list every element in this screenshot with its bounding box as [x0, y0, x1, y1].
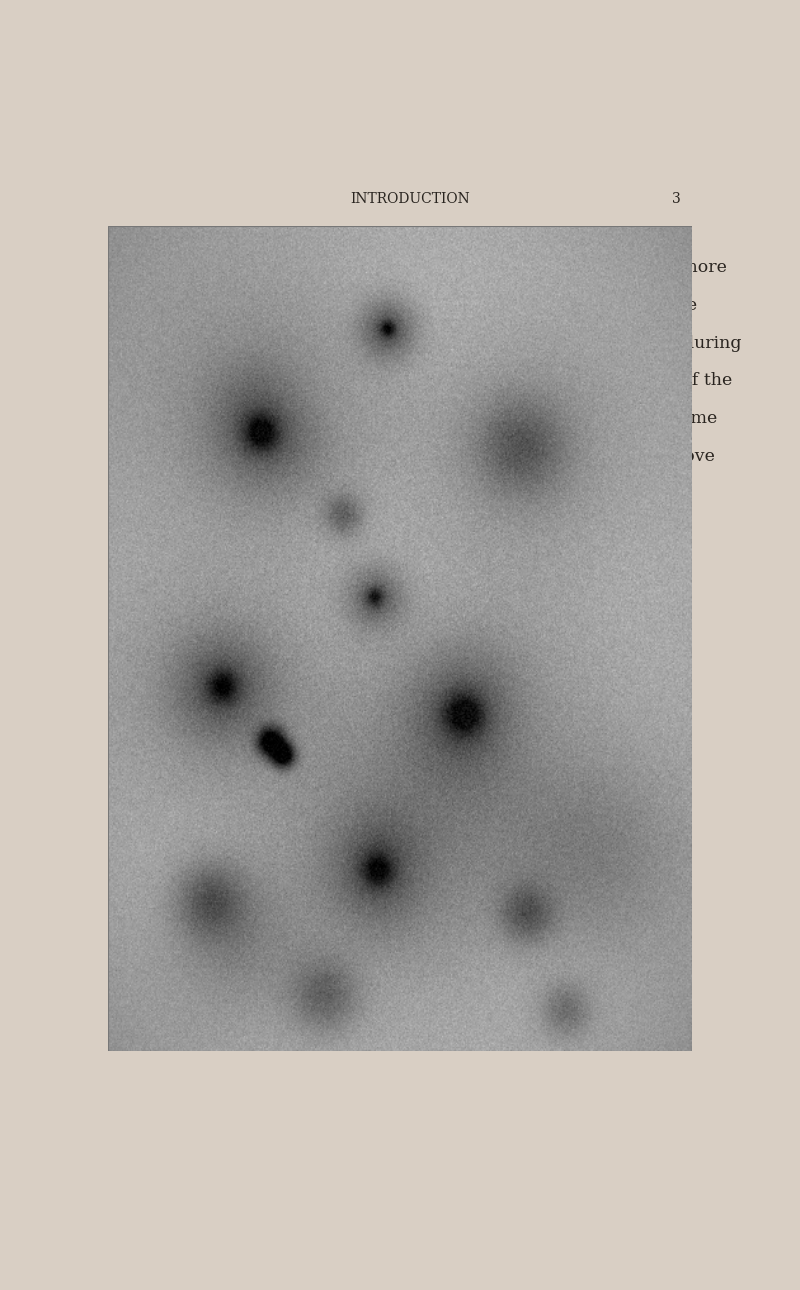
Text: then forms to which each centromere becomes attached and during: then forms to which each centromere beco…	[142, 334, 742, 352]
Text: FIG. 2.—Mitotic figure and blastoid cells in a leucocyte culture.: FIG. 2.—Mitotic figure and blastoid cell…	[165, 995, 655, 1007]
Text: separate completely to form daughter chromosomes which move: separate completely to form daughter chr…	[142, 448, 715, 464]
Bar	[108, 226, 692, 1051]
Text: prophase progresses, the chromosomes become shorter and more: prophase progresses, the chromosomes bec…	[142, 259, 727, 276]
Text: 3: 3	[672, 192, 681, 206]
Text: cell.  At anaphase the two sister chromatids of each chromosome: cell. At anaphase the two sister chromat…	[142, 410, 718, 427]
Text: INTRODUCTION: INTRODUCTION	[350, 192, 470, 206]
Text: metaphase the chromosomes line up on the equatorial plane of the: metaphase the chromosomes line up on the…	[142, 373, 733, 390]
Text: compact and finally the nuclear membrane disrupts.  A spindle: compact and finally the nuclear membrane…	[142, 297, 698, 313]
